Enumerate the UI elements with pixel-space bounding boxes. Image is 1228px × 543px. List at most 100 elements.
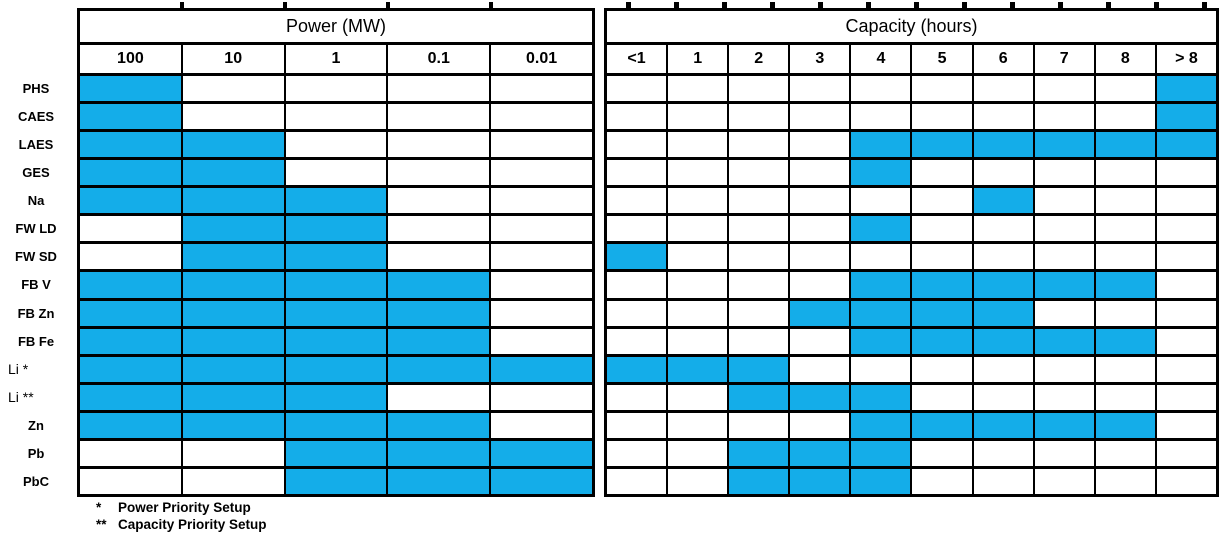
power-cell-Li**-100	[80, 384, 181, 410]
capacity-cell-LAES-<1	[607, 132, 667, 158]
capacity-cell-FBV-6	[973, 272, 1033, 298]
capacity-cell-FBFe-8	[1095, 328, 1155, 354]
capacity-cell-FWLD-5	[912, 216, 972, 242]
capacity-cell-PHS-4	[851, 76, 911, 102]
power-cell-Li**-1	[285, 384, 387, 410]
capacity-cell-FBZn-1	[668, 300, 728, 326]
power-cell-FBV-1	[285, 272, 387, 298]
capacity-cell-PbC-5	[912, 468, 972, 494]
power-cell-Na-10	[182, 188, 284, 214]
capacity-cell-FWSD-<1	[607, 244, 667, 270]
tick-mark	[386, 2, 390, 8]
capacity-cell-Pb-5	[912, 440, 972, 466]
capacity-cell-GES-4	[851, 160, 911, 186]
capacity-cell-FBZn-8	[1095, 300, 1155, 326]
capacity-cell-FWLD-<1	[607, 216, 667, 242]
power-cell-FBFe-0.01	[491, 328, 592, 354]
capacity-cell-CAES-1	[668, 104, 728, 130]
capacity-cell-FWLD->8	[1156, 216, 1216, 242]
capacity-cell-CAES-<1	[607, 104, 667, 130]
capacity-cell-FBV-1	[668, 272, 728, 298]
tick-mark	[1202, 2, 1207, 8]
footnote-text: Capacity Priority Setup	[118, 517, 267, 532]
capacity-cell-CAES->8	[1156, 104, 1216, 130]
power-cell-Li*-0.01	[491, 356, 592, 382]
power-cell-CAES-1	[285, 104, 387, 130]
capacity-cell-Na-8	[1095, 188, 1155, 214]
capacity-cell-FWSD-3	[790, 244, 850, 270]
capacity-cell-Li**-5	[912, 384, 972, 410]
power-cell-FBV-0.01	[491, 272, 592, 298]
capacity-cell-Zn-4	[851, 412, 911, 438]
row-label-PHS: PHS	[22, 81, 50, 97]
capacity-cell-FBZn-5	[912, 300, 972, 326]
capacity-cell-FWLD-2	[729, 216, 789, 242]
capacity-cell-GES-1	[668, 160, 728, 186]
power-cell-Na-1	[285, 188, 387, 214]
row-label-CAES: CAES	[17, 109, 55, 125]
capacity-cell-FBFe-2	[729, 328, 789, 354]
capacity-cell-PHS-6	[973, 76, 1033, 102]
power-cell-FBFe-10	[182, 328, 284, 354]
capacity-cell-Pb-1	[668, 440, 728, 466]
capacity-cell-Na-2	[729, 188, 789, 214]
capacity-cell-PHS-<1	[607, 76, 667, 102]
capacity-cell-LAES-6	[973, 132, 1033, 158]
capacity-cell-Li*->8	[1156, 356, 1216, 382]
power-cell-FWSD-0.1	[388, 244, 490, 270]
power-cell-Li*-100	[80, 356, 181, 382]
power-cell-PHS-0.1	[388, 76, 490, 102]
capacity-cell-FWLD-4	[851, 216, 911, 242]
power-cell-PbC-0.1	[388, 468, 490, 494]
capacity-cell-PHS-5	[912, 76, 972, 102]
capacity-cell-FBV->8	[1156, 272, 1216, 298]
power-cell-GES-100	[80, 160, 181, 186]
capacity-cell-PHS-1	[668, 76, 728, 102]
capacity-cell-GES-3	[790, 160, 850, 186]
power-cell-Li**-0.01	[491, 384, 592, 410]
power-cell-LAES-0.01	[491, 132, 592, 158]
power-cell-Li**-10	[182, 384, 284, 410]
power-cell-LAES-100	[80, 132, 181, 158]
capacity-cell-PHS-3	[790, 76, 850, 102]
capacity-column-header: 8	[1095, 45, 1155, 73]
capacity-cell-Li**-7	[1034, 384, 1094, 410]
power-cell-FBZn-1	[285, 300, 387, 326]
capacity-cell-FWSD-6	[973, 244, 1033, 270]
power-cell-Li*-1	[285, 356, 387, 382]
power-cell-Zn-0.01	[491, 412, 592, 438]
capacity-cell-Zn-2	[729, 412, 789, 438]
capacity-cell-FBFe-5	[912, 328, 972, 354]
capacity-cell-Pb-4	[851, 440, 911, 466]
capacity-cell-Li*-5	[912, 356, 972, 382]
tick-mark	[180, 2, 184, 8]
power-cell-PbC-100	[80, 468, 181, 494]
row-label-GES: GES	[22, 165, 50, 181]
capacity-cell-Pb-7	[1034, 440, 1094, 466]
capacity-cell-LAES->8	[1156, 132, 1216, 158]
capacity-cell-FBZn-2	[729, 300, 789, 326]
capacity-cell-FBV-4	[851, 272, 911, 298]
power-cell-FWLD-1	[285, 216, 387, 242]
capacity-cell-FBFe-4	[851, 328, 911, 354]
capacity-cell-PbC->8	[1156, 468, 1216, 494]
capacity-cell-FWSD-2	[729, 244, 789, 270]
power-cell-Na-100	[80, 188, 181, 214]
capacity-cell-LAES-2	[729, 132, 789, 158]
power-column-header: 100	[80, 45, 181, 73]
capacity-cell-Pb-2	[729, 440, 789, 466]
capacity-cell-Li**-4	[851, 384, 911, 410]
footnote-marker: **	[96, 517, 107, 532]
capacity-cell-Na-7	[1034, 188, 1094, 214]
power-cell-Pb-100	[80, 440, 181, 466]
capacity-cell-FBFe-3	[790, 328, 850, 354]
capacity-cell-Pb-6	[973, 440, 1033, 466]
tick-mark	[1154, 2, 1159, 8]
power-cell-PbC-0.01	[491, 468, 592, 494]
capacity-cell-FBV-7	[1034, 272, 1094, 298]
power-cell-CAES-100	[80, 104, 181, 130]
power-cell-GES-0.1	[388, 160, 490, 186]
tick-mark	[866, 2, 871, 8]
capacity-column-header: 2	[729, 45, 789, 73]
tick-mark	[1106, 2, 1111, 8]
